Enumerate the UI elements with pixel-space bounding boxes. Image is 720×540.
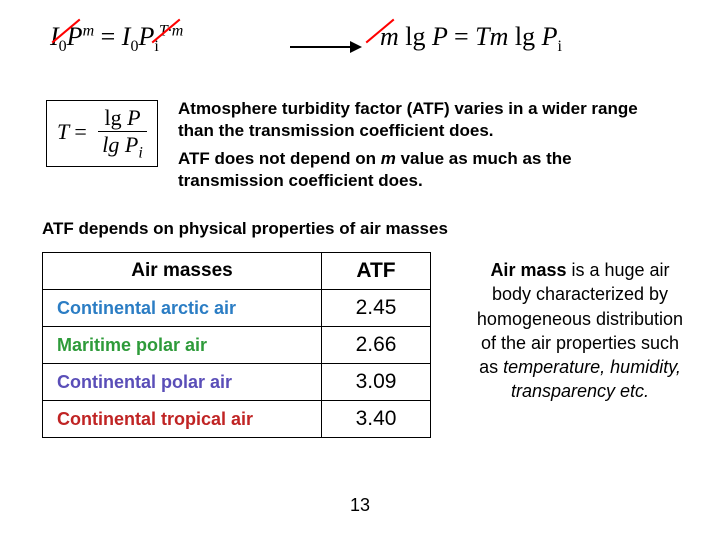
formula-eq: = xyxy=(74,119,86,144)
equation-row: I0Pm = I0PiT·m m lg P = Tm lg Pi xyxy=(40,14,680,74)
atf-value: 3.09 xyxy=(322,364,431,401)
airmass-name: Continental tropical air xyxy=(43,401,322,438)
airmass-name: Continental polar air xyxy=(43,364,322,401)
formula-lhs: T xyxy=(57,119,69,144)
th-airmasses: Air masses xyxy=(43,253,322,290)
formula-num: lg P xyxy=(98,105,147,132)
page-number: 13 xyxy=(0,495,720,516)
atf-value: 3.40 xyxy=(322,401,431,438)
table-row: Continental tropical air3.40 xyxy=(43,401,431,438)
atf-table: Air masses ATF Continental arctic air2.4… xyxy=(42,252,431,438)
text-atf-depends: ATF depends on physical properties of ai… xyxy=(42,218,642,240)
formula-den: lg Pi xyxy=(98,132,147,162)
th-atf: ATF xyxy=(322,253,431,290)
formula-box: T = lg P lg Pi xyxy=(46,100,158,167)
airmass-definition: Air mass is a huge air body characterize… xyxy=(470,258,690,404)
table-row: Maritime polar air2.66 xyxy=(43,327,431,364)
text-atf-m: ATF does not depend on m value as much a… xyxy=(178,148,668,192)
arrow-icon xyxy=(290,46,360,48)
text-atf-range: Atmosphere turbidity factor (ATF) varies… xyxy=(178,98,668,142)
airmass-name: Maritime polar air xyxy=(43,327,322,364)
atf-value: 2.66 xyxy=(322,327,431,364)
table-row: Continental polar air3.09 xyxy=(43,364,431,401)
table-row: Continental arctic air2.45 xyxy=(43,290,431,327)
atf-value: 2.45 xyxy=(322,290,431,327)
airmass-name: Continental arctic air xyxy=(43,290,322,327)
eq-right: m lg P = Tm lg Pi xyxy=(380,22,562,56)
